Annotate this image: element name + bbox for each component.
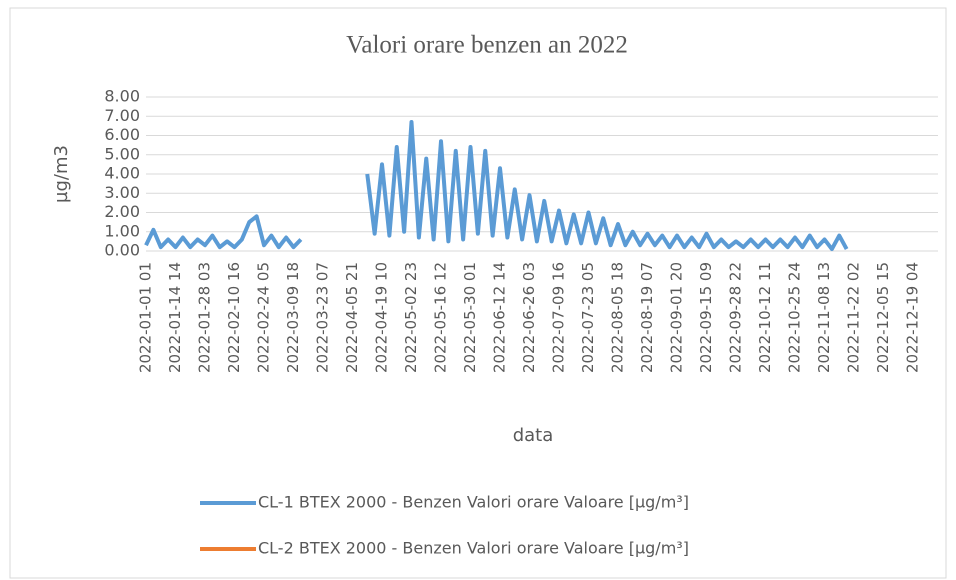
y-tick-label: 3.00 <box>104 183 140 202</box>
y-tick-label: 5.00 <box>104 144 140 163</box>
x-tick-label: 2022-06-12 14 <box>491 262 509 373</box>
x-tick-label: 2022-05-02 23 <box>402 262 420 373</box>
x-tick-label: 2022-05-16 12 <box>432 262 450 373</box>
series-line <box>144 120 849 252</box>
x-tick-label: 2022-10-12 11 <box>756 262 774 373</box>
x-tick-label: 2022-08-19 07 <box>638 262 656 373</box>
x-tick-label: 2022-11-08 13 <box>815 262 833 373</box>
x-tick-label: 2022-02-24 05 <box>255 262 273 373</box>
x-axis-label: data <box>513 425 554 446</box>
x-tick-label: 2022-05-30 01 <box>461 262 479 373</box>
y-tick-label: 0.00 <box>104 241 140 260</box>
x-tick-label: 2022-01-14 14 <box>166 262 184 373</box>
y-tick-label: 8.00 <box>104 87 140 106</box>
x-tick-label: 2022-01-28 03 <box>196 262 214 373</box>
y-tick-label: 1.00 <box>104 221 140 240</box>
x-tick-label: 2022-12-05 15 <box>874 262 892 373</box>
x-tick-label: 2022-09-15 09 <box>697 262 715 373</box>
x-tick-label: 2022-12-19 04 <box>904 262 922 373</box>
x-tick-label: 2022-06-26 03 <box>520 262 538 373</box>
chart-frame <box>9 7 947 579</box>
x-tick-label: 2022-04-05 21 <box>343 262 361 373</box>
y-tick-label: 2.00 <box>104 202 140 221</box>
legend-label: CL-2 BTEX 2000 - Benzen Valori orare Val… <box>258 539 689 558</box>
legend-label: CL-1 BTEX 2000 - Benzen Valori orare Val… <box>258 493 689 512</box>
y-tick-label: 4.00 <box>104 164 140 183</box>
x-tick-label: 2022-03-23 07 <box>314 262 332 373</box>
y-axis-label: µg/m3 <box>51 145 72 203</box>
x-tick-label: 2022-10-25 24 <box>786 262 804 373</box>
x-tick-label: 2022-01-01 01 <box>137 262 155 373</box>
x-tick-label: 2022-08-05 18 <box>609 262 627 373</box>
x-tick-label: 2022-11-22 02 <box>845 262 863 373</box>
x-tick-label: 2022-07-09 16 <box>550 262 568 373</box>
chart-title: Valori orare benzen an 2022 <box>346 32 628 59</box>
x-tick-label: 2022-02-10 16 <box>225 262 243 373</box>
x-tick-label: 2022-07-23 05 <box>579 262 597 373</box>
x-tick-label: 2022-09-01 20 <box>668 262 686 373</box>
x-tick-label: 2022-04-19 10 <box>373 262 391 373</box>
x-tick-label: 2022-03-09 18 <box>284 262 302 373</box>
x-tick-label: 2022-09-28 22 <box>727 262 745 373</box>
y-tick-label: 6.00 <box>104 125 140 144</box>
y-tick-label: 7.00 <box>104 106 140 125</box>
